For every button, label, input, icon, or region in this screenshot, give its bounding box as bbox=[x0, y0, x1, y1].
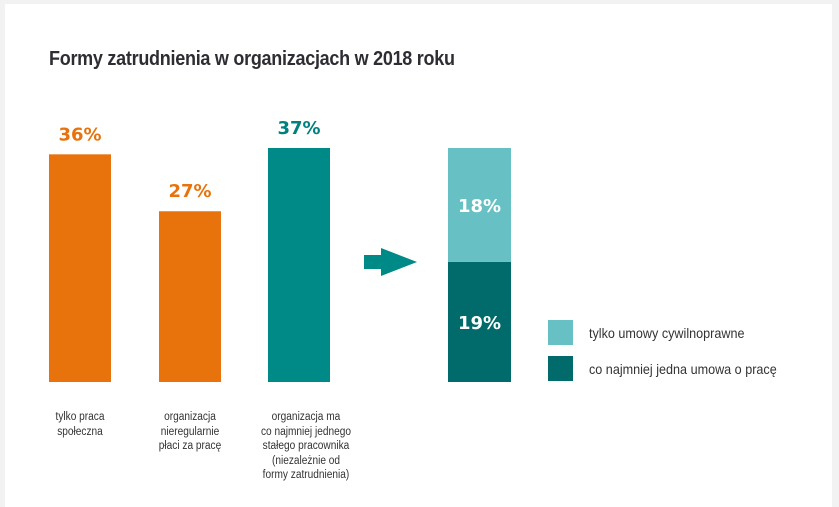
category-label-line: stałego pracownika bbox=[262, 440, 350, 452]
legend-item-employment-contract: co najmniej jedna umowa o pracę bbox=[548, 356, 798, 381]
category-label-line: formy zatrudnienia) bbox=[262, 469, 350, 481]
chart-card bbox=[5, 4, 832, 507]
legend-item-civil-contracts: tylko umowy cywilnoprawne bbox=[548, 320, 762, 345]
chart-title: Formy zatrudnienia w organizacjach w 201… bbox=[49, 48, 455, 70]
legend-label: co najmniej jedna umowa o pracę bbox=[589, 360, 777, 377]
category-label-line: nieregularnie bbox=[160, 425, 220, 438]
category-label-line: organizacja ma bbox=[271, 411, 341, 423]
category-label-line: społeczna bbox=[57, 425, 103, 438]
bar-1 bbox=[49, 154, 111, 382]
value-label-3: 37% bbox=[277, 118, 320, 139]
value-label-1: 36% bbox=[58, 124, 101, 145]
stacked-value-label-2: 19% bbox=[458, 313, 501, 334]
legend-swatch bbox=[548, 356, 573, 381]
stacked-value-label-1: 18% bbox=[458, 196, 501, 217]
legend-swatch bbox=[548, 320, 573, 345]
value-label-2: 27% bbox=[168, 181, 211, 202]
bar-3 bbox=[268, 148, 330, 382]
bar-2 bbox=[159, 211, 221, 382]
category-label-line: tylko praca bbox=[55, 411, 105, 423]
category-label-3: organizacja ma co najmniej jednego stałego… bbox=[253, 410, 359, 483]
category-label-line: (niezależnie od bbox=[271, 454, 341, 467]
category-label-2: organizacja nieregularnie płaci za pracę bbox=[137, 410, 243, 454]
stacked-segment-1 bbox=[448, 148, 511, 262]
arrow-icon bbox=[364, 248, 417, 276]
category-label-line: co najmniej jednego bbox=[260, 425, 352, 438]
legend-label: tylko umowy cywilnoprawne bbox=[589, 324, 745, 341]
category-label-1: tylko praca społeczna bbox=[27, 410, 133, 439]
category-label-line: organizacja bbox=[164, 411, 216, 423]
stacked-segment-2 bbox=[448, 261, 511, 382]
category-label-line: płaci za pracę bbox=[158, 440, 222, 452]
